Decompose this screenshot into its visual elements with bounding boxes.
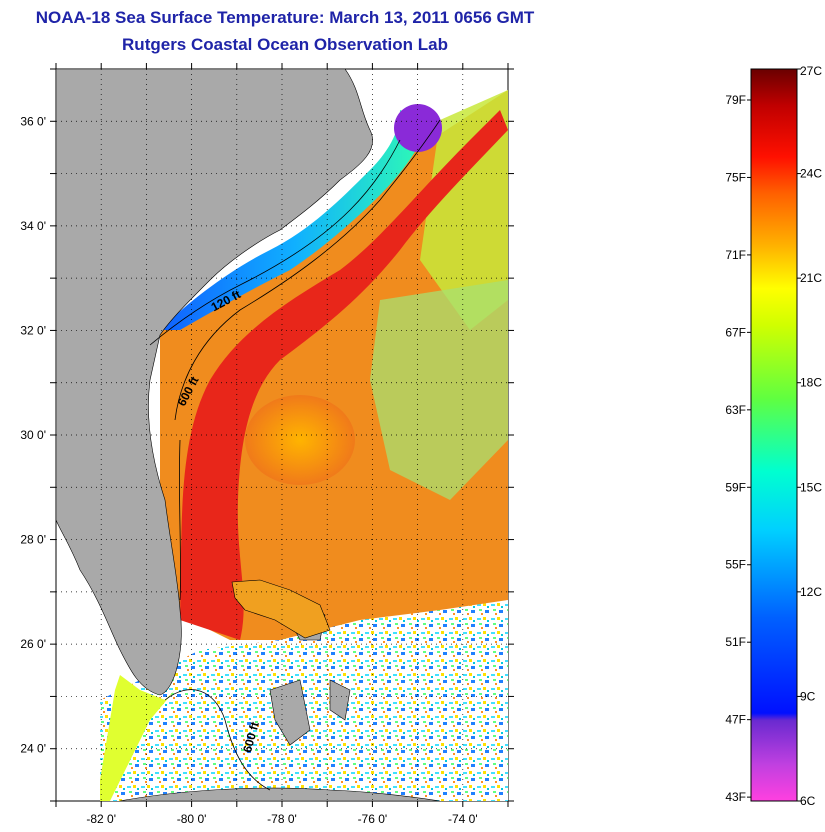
lat-tick-label: 26 0' (20, 637, 46, 651)
colorbar-f-label: 55F (725, 558, 746, 572)
graticule (56, 69, 508, 801)
warm-eddy (245, 395, 355, 485)
colorbar-c-label: 15C (800, 480, 822, 494)
map-title: NOAA-18 Sea Surface Temperature: March 1… (35, 8, 535, 27)
cuba (119, 787, 441, 801)
contour-120ft (149, 139, 401, 346)
colorbar-f-label: 43F (725, 790, 746, 804)
colorbar-f-label: 51F (725, 635, 746, 649)
colorbar-c-label: 18C (800, 376, 822, 390)
contour-600ft-south (164, 439, 271, 791)
colorbar-f-label: 63F (725, 403, 746, 417)
colorbar-c-label: 12C (800, 585, 822, 599)
lat-tick-label: 28 0' (20, 533, 46, 547)
lon-tick-label: -80 0' (177, 812, 207, 826)
colorbar-f-label: 67F (725, 325, 746, 339)
colorbar-f-label: 75F (725, 170, 746, 184)
cool-offshore-band (370, 280, 508, 500)
colorbar-celsius-labels: 27C 24C 21C 18C 15C 12C 9C 6C (797, 64, 822, 808)
colorbar-c-label: 6C (800, 794, 816, 808)
colorbar-c-label: 9C (800, 689, 816, 703)
lat-tick-label: 34 0' (20, 219, 46, 233)
lat-tick-label: 24 0' (20, 742, 46, 756)
colorbar-f-label: 79F (725, 93, 746, 107)
lon-tick-label: -76 0' (358, 812, 388, 826)
map-subtitle: Rutgers Coastal Ocean Observation Lab (122, 35, 448, 54)
lat-tick-label: 36 0' (20, 114, 46, 128)
contour-600ft (174, 119, 441, 421)
colorbar-fahrenheit-labels: 79F 75F 71F 67F 63F 59F 55F 51F 47F 43F (725, 93, 751, 804)
gulf-stream (180, 110, 508, 640)
colorbar-f-label: 47F (725, 713, 746, 727)
latitude-axis: 24 0' 26 0' 28 0' 30 0' 32 0' 34 0' 36 0' (20, 68, 514, 802)
colorbar-c-label: 24C (800, 167, 822, 181)
colorbar-f-label: 71F (725, 248, 746, 262)
lat-tick-label: 30 0' (20, 428, 46, 442)
lon-tick-label: -74 0' (448, 812, 478, 826)
lat-tick-label: 32 0' (20, 323, 46, 337)
us-mainland (56, 69, 373, 696)
colorbar-f-label: 59F (725, 480, 746, 494)
florida-shelf-water (100, 675, 175, 801)
lon-tick-label: -82 0' (86, 812, 116, 826)
colorbar-c-label: 21C (800, 271, 822, 285)
colorbar-c-label: 27C (800, 64, 822, 78)
longitude-axis: -82 0' -80 0' -78 0' -76 0' -74 0' (55, 63, 509, 826)
colorbar (750, 68, 798, 802)
lon-tick-label: -78 0' (267, 812, 297, 826)
northern-shelf-water (160, 110, 430, 330)
little-bahama-bank (231, 579, 331, 639)
offshore-water (160, 90, 508, 640)
cold-water-patch (394, 104, 442, 152)
